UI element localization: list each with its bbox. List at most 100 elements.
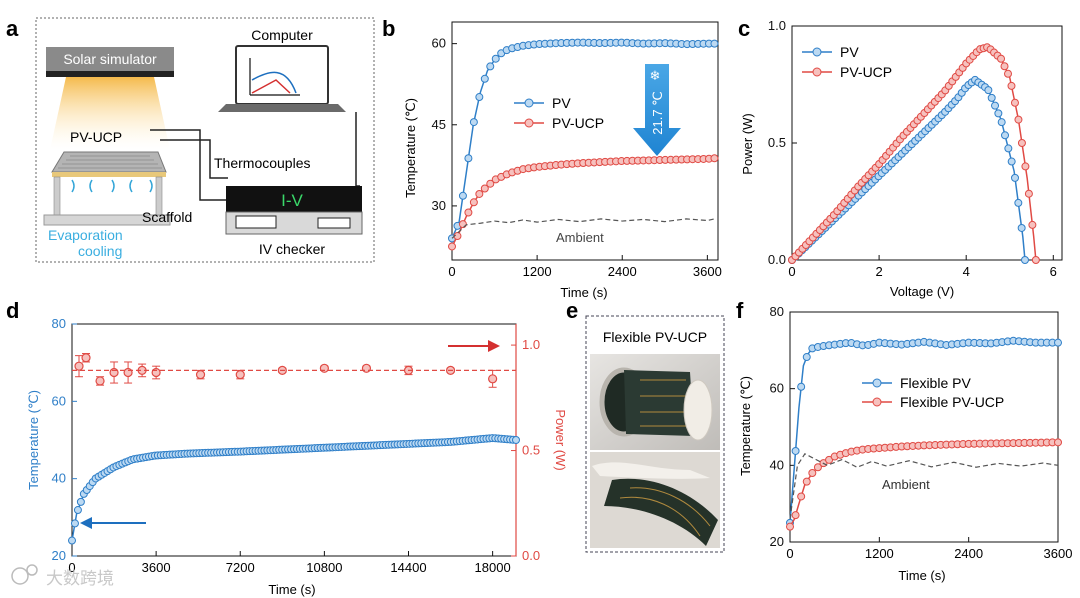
x-tick-label: 7200: [226, 560, 255, 575]
chart-b-plot: 0 1200 2400 3600 30 45 60: [432, 21, 722, 279]
scaffold-label: Scaffold: [142, 209, 192, 225]
x-tick-label: 1200: [865, 546, 894, 561]
data-point-pv: [464, 154, 473, 163]
x-tick-label: 3600: [142, 560, 171, 575]
x-tick-label: 0: [448, 264, 455, 279]
data-point-pv: [1007, 157, 1016, 166]
x-tick-label: 10800: [306, 560, 342, 575]
legend-b-ucp: PV-UCP: [552, 115, 604, 131]
data-point-pv: [1020, 256, 1029, 264]
solar-simulator-label: Solar simulator: [63, 51, 157, 67]
x-tick-label: 2400: [608, 264, 637, 279]
bent-cell-fingers: [619, 487, 711, 537]
chart-f-plot: 0 1200 2400 3600 20 40 60 80: [770, 304, 1073, 561]
y-tick-label: 40: [770, 457, 784, 472]
x-tick-label: 18000: [475, 560, 511, 575]
panel-a-frame: [35, 17, 375, 263]
x-tick-label: 3600: [693, 264, 722, 279]
y-tick-label: 60: [770, 381, 784, 396]
cable-1: [160, 139, 228, 179]
y2-tick-label: 1.0: [522, 337, 540, 352]
data-point-flexible-pv-ucp: [797, 492, 806, 501]
watermark-text: 大数跨境: [46, 569, 114, 588]
chart-f-legend: Flexible PV Flexible PV-UCP: [862, 375, 1004, 410]
pv-ucp-layer: [52, 172, 166, 177]
data-point-pv: [710, 39, 719, 48]
rolled-cell-body: [624, 370, 694, 436]
chart-b-frame: [451, 21, 719, 261]
data-point-pv: [994, 109, 1003, 118]
chart-c-plot: 0 2 4 6 0.0 0.5 1.0: [768, 18, 1063, 279]
power-axis-arrowhead: [488, 340, 500, 352]
chart-d-xlabel: Time (s): [268, 582, 315, 597]
data-point-pv: [486, 62, 495, 71]
data-point-flexible-pv: [802, 353, 811, 362]
data-point-pv: [1014, 198, 1023, 207]
mini-curve-red: [251, 79, 291, 94]
series-ambient-line: [451, 218, 715, 239]
data-point-flexible-pv-ucp: [808, 469, 817, 477]
data-point-pv: [984, 86, 993, 95]
iv-screen-text: I-V: [281, 191, 303, 210]
pv-ucp-label: PV-UCP: [70, 129, 122, 145]
x-tick-label: 14400: [390, 560, 426, 575]
evaporation-label: Evaporation: [48, 227, 123, 243]
temp-axis-arrowhead: [80, 517, 92, 529]
chart-b-ylabel: Temperature (℃): [403, 98, 418, 198]
x-tick-label: 1200: [523, 264, 552, 279]
legend-c-pv-marker: [812, 47, 822, 57]
panel-d: d 0 3600 7200 10800 14400 18000 20 40 60 80 0.0 0.5…: [6, 298, 568, 597]
y-tick-label: 45: [432, 117, 446, 132]
data-point-power: [95, 376, 105, 386]
y-tick-label: 0.0: [768, 252, 786, 267]
chart-d-y2label: Power (W): [553, 409, 568, 470]
panel-label-e: e: [566, 298, 578, 323]
glove-hand-1: [683, 379, 713, 441]
data-point-pv: [458, 191, 467, 200]
data-point-pv-ucp: [1021, 162, 1030, 171]
series-ambient-line: [789, 453, 1059, 520]
thermocouples-label: Thermocouples: [214, 155, 311, 171]
data-point-pv: [1017, 223, 1026, 232]
iv-checker-label: IV checker: [259, 241, 325, 257]
legend-c-pv: PV: [840, 44, 859, 60]
data-point-pv-ucp: [1017, 139, 1026, 147]
cable-2: [150, 129, 228, 201]
light-beam: [50, 77, 170, 150]
series-pv-line: [791, 78, 1026, 261]
data-point-pv: [1010, 173, 1019, 182]
x-tick-label: 0: [68, 560, 75, 575]
y-tick-label: 0.5: [768, 135, 786, 150]
chart-f-frame: [789, 311, 1059, 543]
data-point-pv: [991, 101, 1000, 110]
data-point-pv-ucp: [1010, 98, 1019, 107]
data-point-flexible-pv-ucp: [802, 477, 811, 486]
data-point-pv-ucp: [1004, 69, 1012, 78]
mini-axes: [249, 58, 300, 96]
cooling-label: cooling: [78, 243, 122, 259]
data-point-pv-ucp: [448, 242, 456, 251]
chart-f-xlabel: Time (s): [898, 568, 945, 583]
x-tick-label: 2400: [954, 546, 983, 561]
chart-f-ambient-label: Ambient: [882, 477, 930, 492]
series-temperature-line: [71, 437, 517, 541]
legend-f-pv-marker: [872, 378, 882, 388]
data-point-pv: [469, 118, 478, 127]
glove-hand-2: [592, 462, 710, 479]
data-point-flexible-pv: [1054, 338, 1062, 347]
data-point-power: [151, 367, 161, 378]
solar-simulator-lamp: [46, 71, 174, 77]
data-point-flexible-pv-ucp: [786, 522, 794, 531]
watermark-logo-icon-2: [26, 564, 38, 576]
x-tick-label: 3600: [1044, 546, 1073, 561]
data-point-power: [235, 370, 245, 380]
legend-c-ucp: PV-UCP: [840, 64, 892, 80]
x-tick-label: 0: [786, 546, 793, 561]
chart-b-ambient-label: Ambient: [556, 230, 604, 245]
y-tick-label: 60: [52, 393, 66, 408]
data-point-temperature: [76, 497, 85, 506]
watermark: 大数跨境: [11, 564, 114, 588]
panel-b: b 0 1200 2400 3600 30 45 60 Time (s) Temperatu…: [382, 16, 722, 300]
legend-b-pv: PV: [552, 95, 571, 111]
